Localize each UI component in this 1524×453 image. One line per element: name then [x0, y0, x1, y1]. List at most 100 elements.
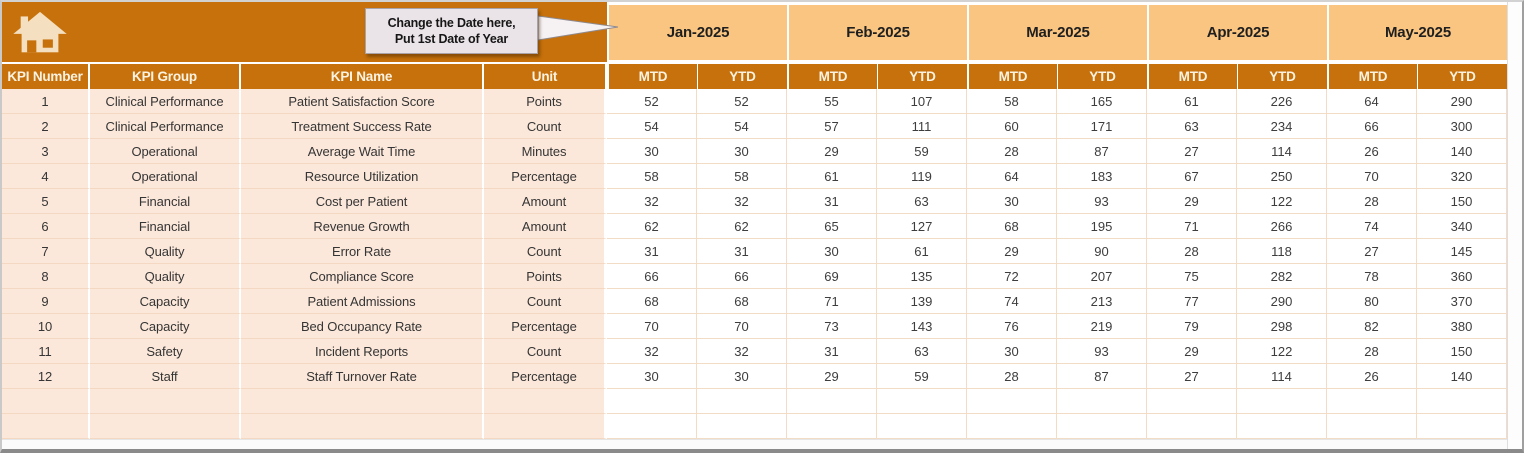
feb-mtd-cell[interactable]: 30	[787, 239, 877, 264]
may-mtd-cell[interactable]: 26	[1327, 139, 1417, 164]
jan-mtd-cell[interactable]: 31	[607, 239, 697, 264]
may-ytd-cell[interactable]: 380	[1417, 314, 1507, 339]
apr-ytd-cell[interactable]: 114	[1237, 139, 1327, 164]
feb-ytd-cell[interactable]	[877, 389, 967, 414]
apr-mtd-cell[interactable]	[1147, 389, 1237, 414]
may-ytd-cell[interactable]: 300	[1417, 114, 1507, 139]
kpi-number-cell[interactable]	[2, 414, 90, 439]
jan-mtd-cell[interactable]: 68	[607, 289, 697, 314]
may-mtd-cell[interactable]: 80	[1327, 289, 1417, 314]
may-ytd-cell[interactable]: 150	[1417, 189, 1507, 214]
kpi-name-cell[interactable]: Patient Admissions	[241, 289, 484, 314]
mar-mtd-cell[interactable]: 64	[967, 164, 1057, 189]
month-header-cell[interactable]: May-2025	[1327, 5, 1507, 60]
kpi-group-cell[interactable]: Capacity	[90, 289, 241, 314]
apr-ytd-cell[interactable]: 250	[1237, 164, 1327, 189]
mar-ytd-cell[interactable]	[1057, 414, 1147, 439]
jan-mtd-cell[interactable]: 70	[607, 314, 697, 339]
may-ytd-cell[interactable]: 140	[1417, 139, 1507, 164]
mar-ytd-cell[interactable]: 165	[1057, 89, 1147, 114]
jan-mtd-cell[interactable]: 54	[607, 114, 697, 139]
jan-ytd-cell[interactable]: 58	[697, 164, 787, 189]
jan-ytd-cell[interactable]: 62	[697, 214, 787, 239]
kpi-name-cell[interactable]: Compliance Score	[241, 264, 484, 289]
jan-ytd-cell[interactable]	[697, 389, 787, 414]
jan-mtd-cell[interactable]	[607, 389, 697, 414]
kpi-group-cell[interactable]: Operational	[90, 139, 241, 164]
unit-cell[interactable]: Count	[484, 114, 607, 139]
apr-ytd-cell[interactable]: 114	[1237, 364, 1327, 389]
vertical-scrollbar[interactable]	[1507, 2, 1522, 449]
month-header-cell[interactable]: Jan-2025	[607, 5, 787, 60]
kpi-number-cell[interactable]: 6	[2, 214, 90, 239]
mar-mtd-cell[interactable]: 74	[967, 289, 1057, 314]
apr-ytd-cell[interactable]: 266	[1237, 214, 1327, 239]
feb-mtd-cell[interactable]: 71	[787, 289, 877, 314]
mar-ytd-cell[interactable]: 213	[1057, 289, 1147, 314]
kpi-name-cell[interactable]: Resource Utilization	[241, 164, 484, 189]
apr-ytd-cell[interactable]: 298	[1237, 314, 1327, 339]
apr-ytd-cell[interactable]: 122	[1237, 189, 1327, 214]
jan-ytd-cell[interactable]: 30	[697, 364, 787, 389]
kpi-number-cell[interactable]: 12	[2, 364, 90, 389]
apr-ytd-cell[interactable]: 122	[1237, 339, 1327, 364]
mar-ytd-cell[interactable]	[1057, 389, 1147, 414]
kpi-name-cell[interactable]: Average Wait Time	[241, 139, 484, 164]
mar-mtd-cell[interactable]: 30	[967, 189, 1057, 214]
feb-ytd-cell[interactable]: 63	[877, 189, 967, 214]
unit-cell[interactable]: Percentage	[484, 314, 607, 339]
unit-cell[interactable]: Percentage	[484, 164, 607, 189]
apr-mtd-cell[interactable]: 29	[1147, 189, 1237, 214]
apr-mtd-cell[interactable]: 77	[1147, 289, 1237, 314]
mar-ytd-cell[interactable]: 183	[1057, 164, 1147, 189]
kpi-group-cell[interactable]: Quality	[90, 264, 241, 289]
apr-ytd-cell[interactable]: 118	[1237, 239, 1327, 264]
jan-mtd-cell[interactable]: 30	[607, 364, 697, 389]
feb-ytd-cell[interactable]: 139	[877, 289, 967, 314]
kpi-group-cell[interactable]: Staff	[90, 364, 241, 389]
mar-mtd-cell[interactable]: 28	[967, 364, 1057, 389]
feb-ytd-cell[interactable]: 127	[877, 214, 967, 239]
apr-mtd-cell[interactable]: 71	[1147, 214, 1237, 239]
apr-ytd-cell[interactable]	[1237, 414, 1327, 439]
mar-ytd-cell[interactable]: 87	[1057, 139, 1147, 164]
mar-mtd-cell[interactable]: 28	[967, 139, 1057, 164]
kpi-name-cell[interactable]: Treatment Success Rate	[241, 114, 484, 139]
jan-ytd-cell[interactable]: 68	[697, 289, 787, 314]
kpi-group-cell[interactable]	[90, 389, 241, 414]
feb-ytd-cell[interactable]: 59	[877, 364, 967, 389]
apr-ytd-cell[interactable]: 226	[1237, 89, 1327, 114]
apr-mtd-cell[interactable]: 27	[1147, 139, 1237, 164]
kpi-name-cell[interactable]: Cost per Patient	[241, 189, 484, 214]
kpi-group-cell[interactable]: Clinical Performance	[90, 89, 241, 114]
mar-mtd-cell[interactable]: 68	[967, 214, 1057, 239]
apr-mtd-cell[interactable]: 75	[1147, 264, 1237, 289]
jan-mtd-cell[interactable]: 58	[607, 164, 697, 189]
feb-mtd-cell[interactable]: 31	[787, 189, 877, 214]
apr-ytd-cell[interactable]	[1237, 389, 1327, 414]
may-ytd-cell[interactable]: 360	[1417, 264, 1507, 289]
kpi-name-cell[interactable]: Patient Satisfaction Score	[241, 89, 484, 114]
jan-ytd-cell[interactable]: 52	[697, 89, 787, 114]
apr-ytd-cell[interactable]: 234	[1237, 114, 1327, 139]
jan-ytd-cell[interactable]: 32	[697, 339, 787, 364]
kpi-name-cell[interactable]	[241, 414, 484, 439]
jan-ytd-cell[interactable]: 31	[697, 239, 787, 264]
jan-ytd-cell[interactable]: 66	[697, 264, 787, 289]
kpi-number-cell[interactable]: 2	[2, 114, 90, 139]
kpi-group-cell[interactable]	[90, 414, 241, 439]
kpi-name-cell[interactable]: Bed Occupancy Rate	[241, 314, 484, 339]
kpi-number-cell[interactable]: 3	[2, 139, 90, 164]
may-ytd-cell[interactable]	[1417, 389, 1507, 414]
may-mtd-cell[interactable]: 28	[1327, 189, 1417, 214]
feb-ytd-cell[interactable]: 61	[877, 239, 967, 264]
kpi-number-cell[interactable]: 8	[2, 264, 90, 289]
kpi-number-cell[interactable]	[2, 389, 90, 414]
jan-mtd-cell[interactable]: 52	[607, 89, 697, 114]
may-mtd-cell[interactable]: 64	[1327, 89, 1417, 114]
may-mtd-cell[interactable]: 27	[1327, 239, 1417, 264]
mar-mtd-cell[interactable]: 60	[967, 114, 1057, 139]
unit-cell[interactable]	[484, 414, 607, 439]
mar-mtd-cell[interactable]: 72	[967, 264, 1057, 289]
unit-cell[interactable]: Points	[484, 89, 607, 114]
